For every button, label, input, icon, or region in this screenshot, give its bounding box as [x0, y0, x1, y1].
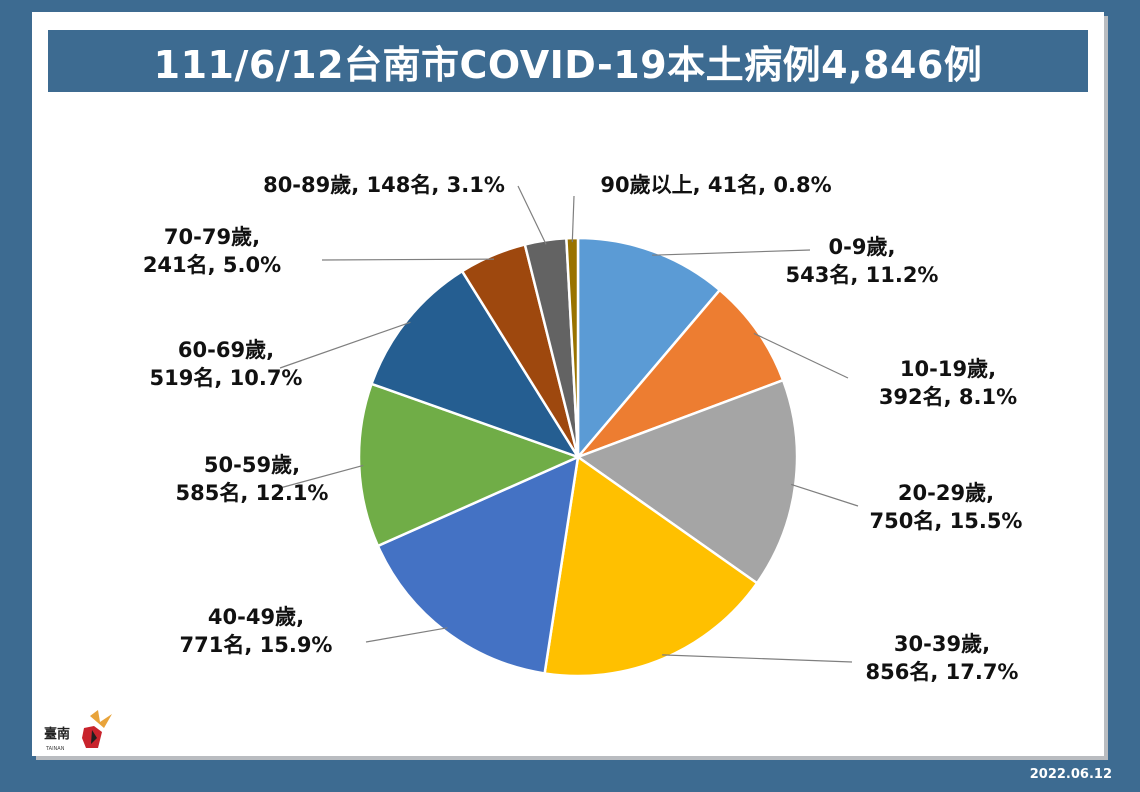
leader-line-50-59歲: [279, 464, 364, 489]
date-stamp: 2022.06.12: [1029, 767, 1112, 782]
data-label-50-59歲: 50-59歲,: [204, 453, 300, 477]
pie-slice-50-59歲: [357, 382, 582, 548]
leader-line-40-49歲: [365, 627, 448, 643]
leader-line-20-29歲: [791, 483, 859, 507]
data-label-0-9歲: 0-9歲,: [829, 235, 896, 259]
leader-line-90歲以上: [571, 195, 575, 243]
leader-line-30-39歲: [662, 654, 853, 663]
data-label-value-20-29歲: 750名, 15.5%: [870, 509, 1023, 533]
pie-slices: [357, 236, 799, 678]
data-label-90歲以上: 90歲以上, 41名, 0.8%: [600, 173, 831, 197]
chart-panel: 111/6/12台南市COVID-19本土病例4,846例 0-9歲, 543名,…: [32, 12, 1104, 756]
pie-slice-10-19歲: [573, 288, 785, 460]
data-label-value-70-79歲: 241名, 5.0%: [143, 253, 281, 277]
pie-chart: 0-9歲, 543名, 11.2% 10-19歲, 392名, 8.1% 20-29歲,…: [143, 173, 1023, 684]
leader-line-10-19歲: [753, 332, 849, 379]
data-labels: 0-9歲, 543名, 11.2% 10-19歲, 392名, 8.1% 20-29歲,…: [143, 173, 1023, 684]
leader-line-60-69歲: [279, 321, 411, 369]
data-label-value-30-39歲: 856名, 17.7%: [866, 660, 1019, 684]
data-label-10-19歲: 10-19歲,: [900, 357, 996, 381]
data-label-value-60-69歲: 519名, 10.7%: [150, 366, 303, 390]
chart-title: 111/6/12台南市COVID-19本土病例4,846例: [153, 42, 983, 87]
data-label-30-39歲: 30-39歲,: [894, 632, 990, 656]
data-label-70-79歲: 70-79歲,: [164, 225, 260, 249]
data-label-value-0-9歲: 543名, 11.2%: [786, 263, 939, 287]
data-label-value-40-49歲: 771名, 15.9%: [180, 633, 333, 657]
data-label-value-50-59歲: 585名, 12.1%: [176, 481, 329, 505]
tainan-city-logo: 臺南 TAINAN: [44, 710, 112, 752]
pie-slice-20-29歲: [575, 378, 799, 585]
leader-lines: [279, 185, 859, 663]
pie-slice-30-39歲: [543, 454, 759, 678]
pie-slice-60-69歲: [369, 269, 581, 460]
svg-text:臺南: 臺南: [44, 726, 70, 742]
leader-line-0-9歲: [652, 249, 811, 256]
pie-slice-0-9歲: [576, 236, 722, 461]
data-label-80-89歲: 80-89歲, 148名, 3.1%: [263, 173, 505, 197]
svg-text:TAINAN: TAINAN: [45, 746, 65, 752]
data-label-20-29歲: 20-29歲,: [898, 481, 994, 505]
title-bar: 111/6/12台南市COVID-19本土病例4,846例: [48, 30, 1088, 92]
data-label-value-10-19歲: 392名, 8.1%: [879, 385, 1017, 409]
pie-slice-40-49歲: [376, 454, 580, 675]
leader-line-80-89歲: [517, 185, 547, 245]
leader-line-70-79歲: [321, 258, 495, 261]
data-label-60-69歲: 60-69歲,: [178, 338, 274, 362]
data-label-40-49歲: 40-49歲,: [208, 605, 304, 629]
